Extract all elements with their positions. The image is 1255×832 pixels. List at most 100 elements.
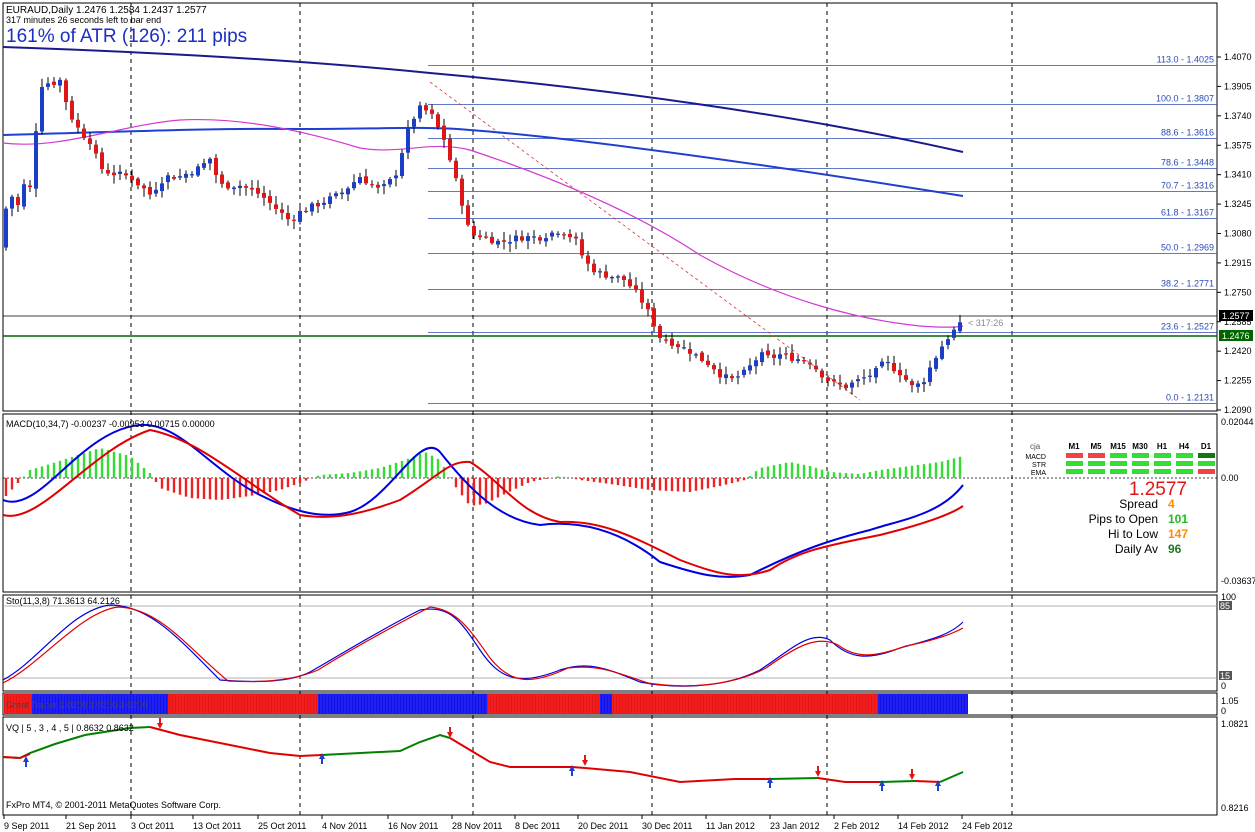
candle-body (850, 382, 854, 388)
vq-axis-top: 1.0821 (1221, 719, 1249, 729)
dashboard-timeframe: H1 (1157, 442, 1168, 451)
candle-body (376, 184, 380, 188)
vq-up-arrow (23, 756, 29, 767)
candle-body (346, 188, 350, 195)
candle-body (280, 209, 284, 213)
candle-body (550, 232, 554, 237)
candle-body (166, 175, 170, 183)
symbol-header: EURAUD,Daily 1.2476 1.2584 1.2437 1.2577 (6, 5, 207, 16)
candle-body (700, 352, 704, 361)
vq-down-arrow (815, 766, 821, 777)
price-tick-label: 1.2420 (1224, 346, 1252, 356)
candle-body (208, 158, 212, 164)
price-candles (4, 77, 962, 395)
candle-body (946, 339, 950, 345)
candle-body (628, 279, 632, 287)
candle-body (190, 174, 194, 176)
candle-body (400, 153, 404, 177)
dashboard-stat-label: Daily Av (1115, 542, 1158, 556)
candle-body (898, 369, 902, 376)
vq-down-arrow (582, 755, 588, 766)
vq-up-arrow (569, 765, 575, 776)
dashboard-cell (1088, 453, 1105, 458)
dashboard-row-label: MACD (1025, 454, 1046, 461)
vq-label: VQ | 5 , 3 , 4 , 5 | 0.8632 0.8632 (6, 723, 134, 733)
fib-label: 0.0 - 1.2131 (1166, 393, 1214, 403)
candle-body (274, 204, 278, 209)
candle-body (394, 175, 398, 179)
candle-body (478, 235, 482, 238)
stoch-axis-bottom: 0 (1221, 681, 1226, 691)
macd-signal-line (2, 428, 964, 577)
candle-body (238, 185, 242, 189)
candle-body (442, 125, 446, 140)
candle-body (490, 236, 494, 244)
candle-body (934, 357, 938, 369)
candle-body (16, 197, 20, 206)
dashboard-cell (1198, 469, 1215, 474)
candle-body (604, 271, 608, 278)
candle-body (304, 210, 308, 213)
candle-body (838, 382, 842, 385)
candle-body (772, 354, 776, 358)
date-tick-label: 8 Dec 2011 (515, 821, 560, 831)
candle-body (112, 172, 116, 176)
price-panel[interactable] (2, 2, 1218, 412)
candle-body (334, 193, 338, 197)
date-tick-label: 16 Nov 2011 (388, 821, 438, 831)
candle-body (532, 236, 536, 238)
candle-body (538, 237, 542, 241)
stoch-label: Sto(11,3,8) 71.3613 64.2126 (6, 596, 120, 606)
candle-body (196, 166, 200, 176)
macd-axis-zero: 0.00 (1221, 473, 1239, 483)
candle-body (130, 175, 134, 181)
dashboard-cell (1154, 469, 1171, 474)
candle-body (256, 187, 260, 194)
candle-body (676, 344, 680, 348)
candle-body (826, 377, 830, 381)
fib-label: 100.0 - 1.3807 (1156, 94, 1214, 104)
dashboard-cell (1110, 469, 1127, 474)
candle-body (784, 353, 788, 355)
dashboard-stat-label: Spread (1119, 497, 1158, 511)
dashboard-timeframe: D1 (1201, 442, 1212, 451)
candle-body (790, 352, 794, 361)
candle-body (178, 176, 182, 178)
candle-body (736, 376, 740, 378)
candle-body (568, 233, 572, 238)
candle-body (250, 187, 254, 190)
stochastic-panel[interactable] (2, 594, 1218, 692)
candle-body (124, 173, 128, 176)
vq-panel[interactable] (2, 716, 1218, 816)
candle-body (436, 114, 440, 128)
candle-body (328, 196, 332, 204)
price-tick-label: 1.3410 (1224, 170, 1252, 180)
macd-panel[interactable] (2, 413, 1218, 593)
candle-body (586, 255, 590, 264)
candle-body (454, 160, 458, 179)
dashboard-stat-label: Hi to Low (1108, 527, 1158, 541)
candle-body (940, 346, 944, 359)
candle-body (64, 80, 68, 103)
ma-fast-line (2, 118, 964, 328)
candle-body (382, 184, 386, 187)
candle-body (598, 271, 602, 273)
date-tick-label: 2 Feb 2012 (834, 821, 880, 831)
fib-label: 61.8 - 1.3167 (1161, 208, 1214, 218)
fib-label: 78.6 - 1.3448 (1161, 158, 1214, 168)
candle-body (718, 369, 722, 378)
vq-axis-bottom: 0.8216 (1221, 803, 1249, 813)
date-tick-label: 13 Oct 2011 (193, 821, 241, 831)
candle-body (412, 118, 416, 127)
price-axis: 1.4070 1.3905 1.3740 1.3575 1.3410 1.3245 1.30… (1217, 52, 1252, 415)
trend-strip (4, 694, 968, 714)
vq-down-arrow (447, 727, 453, 738)
vq-up-arrow (935, 780, 941, 791)
dashboard-cell (1132, 461, 1149, 466)
candle-body (418, 105, 422, 119)
strip-segment (612, 694, 878, 714)
vq-down-arrow (157, 718, 163, 729)
macd-axis-bottom: -0.03637 (1221, 576, 1255, 586)
